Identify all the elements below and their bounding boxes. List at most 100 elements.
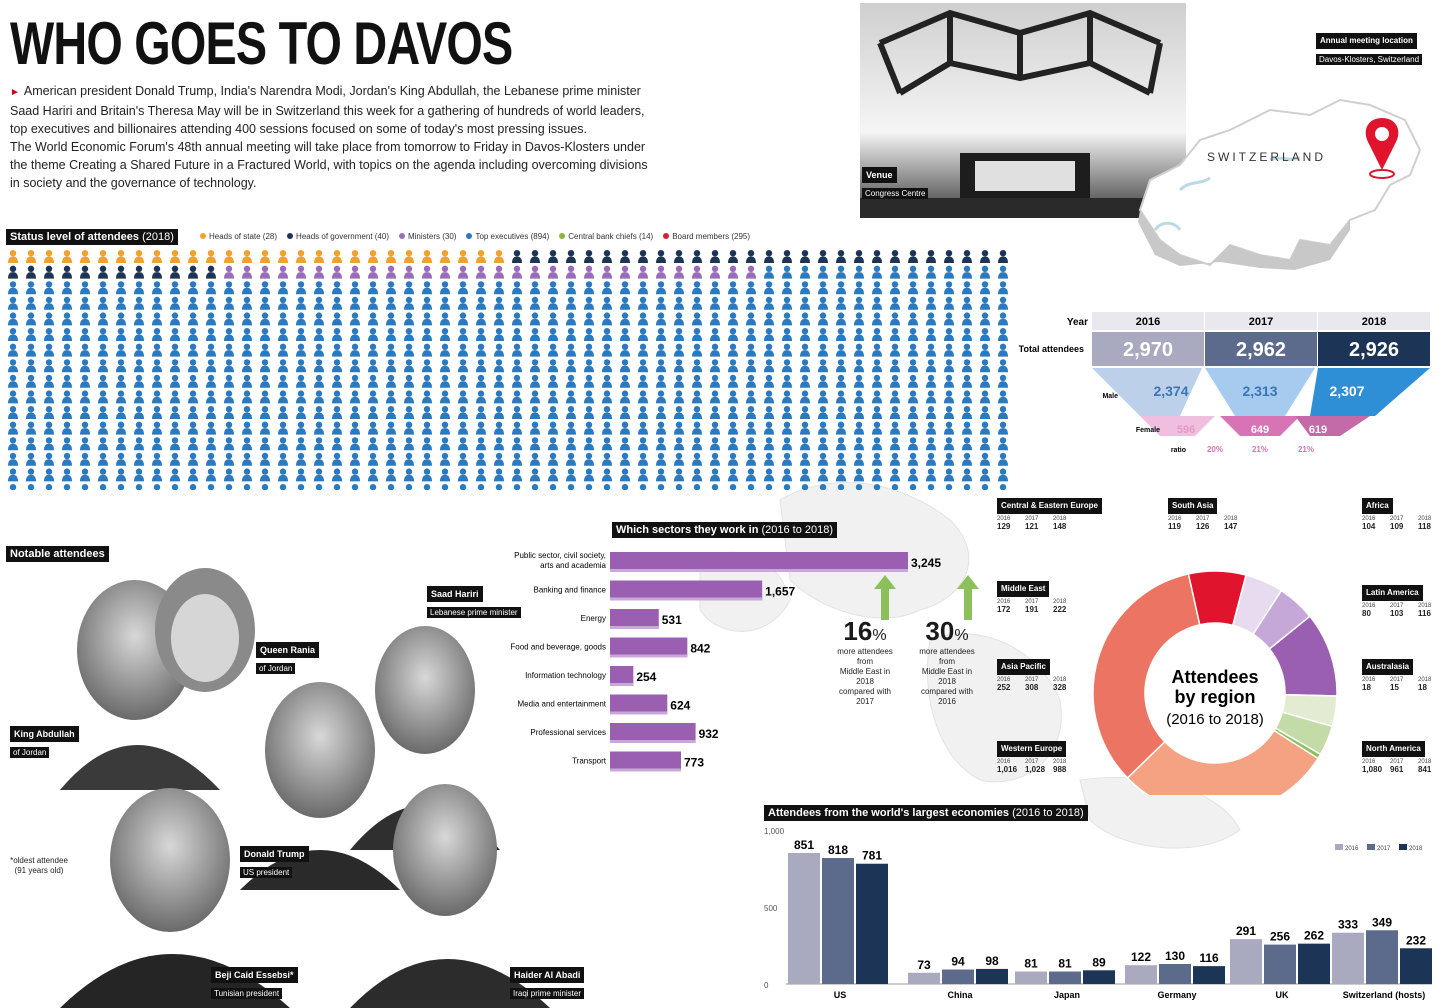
person-icon: [638, 265, 648, 279]
person-icon: [674, 468, 684, 482]
person-icon: [890, 421, 900, 435]
portrait-haider-al-abadi: [350, 784, 550, 1008]
person-icon: [800, 390, 810, 404]
person-icon: [458, 359, 468, 373]
person-icon: [548, 437, 558, 451]
person-icon: [728, 265, 738, 279]
legend-board: Board members (295): [663, 232, 750, 241]
person-icon: [566, 343, 576, 357]
growth-2017-value: 16%: [843, 616, 887, 646]
person-icon: [332, 328, 342, 341]
person-icon: [368, 359, 378, 373]
person-icon: [944, 437, 954, 451]
person-icon: [494, 328, 504, 341]
person-icon: [782, 312, 792, 326]
person-icon: [296, 406, 306, 419]
person-icon: [80, 468, 90, 482]
person-icon: [836, 281, 846, 295]
person-icon: [926, 250, 936, 263]
person-icon: [872, 281, 882, 295]
person-icon: [188, 296, 198, 310]
person-icon: [188, 359, 198, 373]
person-icon: [224, 437, 234, 451]
person-icon: [584, 468, 594, 482]
person-icon: [296, 328, 306, 341]
person-icon: [152, 328, 162, 341]
person-icon: [350, 359, 360, 373]
person-icon: [422, 312, 432, 326]
person-icon: [584, 452, 594, 466]
person-icon: [962, 312, 972, 326]
ratio-row-label: ratio: [1171, 447, 1186, 454]
person-icon: [710, 343, 720, 357]
sector-label: Banking and finance: [534, 586, 607, 595]
person-icon: [441, 484, 449, 490]
person-icon: [404, 343, 414, 357]
person-icon: [800, 328, 810, 341]
person-icon: [242, 437, 252, 451]
person-icon: [26, 281, 36, 295]
person-icon: [800, 343, 810, 357]
person-icon: [134, 390, 144, 404]
person-icon: [908, 374, 918, 388]
person-icon: [440, 312, 450, 326]
person-icon: [170, 343, 180, 357]
person-icon: [998, 468, 1008, 482]
person-icon: [80, 250, 90, 263]
person-icon: [476, 328, 486, 341]
person-icon: [836, 390, 846, 404]
person-icon: [692, 374, 702, 388]
person-icon: [116, 452, 126, 466]
person-icon: [800, 452, 810, 466]
region-slice: [1092, 573, 1201, 780]
region-label: North America 2016 2017 2018 1,080 961 841: [1362, 741, 1438, 774]
person-icon: [531, 484, 539, 490]
person-icon: [800, 374, 810, 388]
person-icon: [656, 374, 666, 388]
person-icon: [80, 328, 90, 341]
person-icon: [962, 374, 972, 388]
sector-value: 3,245: [911, 556, 941, 570]
person-icon: [404, 406, 414, 419]
economy-value: 781: [862, 849, 882, 863]
person-icon: [620, 452, 630, 466]
person-icon: [296, 452, 306, 466]
person-icon: [818, 452, 828, 466]
person-icon: [854, 452, 864, 466]
person-icon: [890, 406, 900, 419]
person-icon: [206, 421, 216, 435]
person-icon: [188, 250, 198, 263]
person-icon: [728, 406, 738, 419]
person-icon: [602, 452, 612, 466]
person-icon: [584, 281, 594, 295]
person-icon: [458, 343, 468, 357]
person-icon: [512, 281, 522, 295]
person-icon: [314, 452, 324, 466]
person-icon: [296, 359, 306, 373]
region-label: Africa 2016 2017 2018 104 109 118: [1362, 498, 1438, 531]
person-icon: [477, 484, 485, 490]
person-icon: [134, 328, 144, 341]
economy-bar: [942, 969, 974, 984]
person-icon: [746, 452, 756, 466]
main-title: WHO GOES TO DAVOS: [10, 10, 513, 77]
person-icon: [584, 390, 594, 404]
person-icon: [530, 468, 540, 482]
person-icon: [513, 484, 521, 490]
sector-label: arts and academia: [540, 561, 606, 570]
person-icon: [98, 328, 108, 341]
person-icon: [800, 265, 810, 279]
person-icon: [350, 343, 360, 357]
person-icon: [44, 359, 54, 373]
person-icon: [242, 328, 252, 341]
person-icon: [8, 250, 18, 263]
person-icon: [350, 374, 360, 388]
person-icon: [584, 343, 594, 357]
person-icon: [620, 281, 630, 295]
person-icon: [243, 484, 251, 490]
person-icon: [728, 359, 738, 373]
person-icon: [314, 328, 324, 341]
person-icon: [8, 452, 18, 466]
person-icon: [548, 359, 558, 373]
